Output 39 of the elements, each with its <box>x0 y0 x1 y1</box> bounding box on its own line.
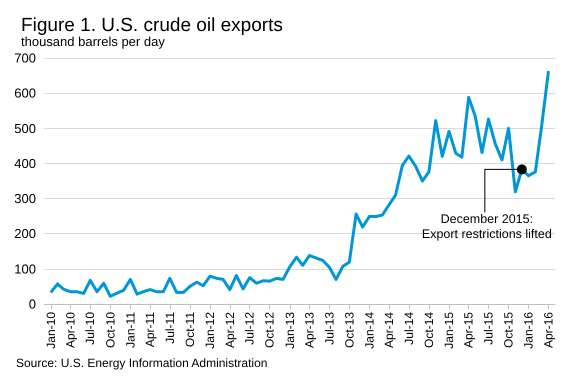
y-tick-label: 0 <box>28 296 36 312</box>
y-axis-title: thousand barrels per day <box>21 34 166 49</box>
x-tick-label: Jan-10 <box>44 312 58 349</box>
y-tick-label: 500 <box>14 120 36 136</box>
x-tick-label: Apr-11 <box>142 312 157 348</box>
x-tick-label: Oct-13 <box>342 312 356 348</box>
x-tick-label: Jan-16 <box>522 312 536 349</box>
x-tick-label: Jan-15 <box>442 312 456 349</box>
x-tick-label: Apr-16 <box>541 312 556 348</box>
x-tick-label: Apr-13 <box>302 312 316 348</box>
x-tick-label: Jan-12 <box>202 312 217 349</box>
chart-title: Figure 1. U.S. crude oil exports <box>21 15 283 36</box>
x-tick-label: Oct-10 <box>103 312 118 348</box>
x-tick-label: Jul-13 <box>322 312 336 345</box>
annotation: December 2015: Export restrictions lifted <box>420 212 553 242</box>
x-tick-label: Oct-11 <box>182 312 197 348</box>
x-tick-label: Jan-14 <box>362 312 376 349</box>
x-tick-label: Jul-11 <box>162 312 177 344</box>
x-tick-label: Apr-14 <box>382 312 396 348</box>
y-tick-label: 600 <box>14 86 36 101</box>
x-tick-label: Oct-12 <box>262 312 277 348</box>
x-tick-label: Jul-12 <box>242 312 257 345</box>
x-tick-label: Oct-15 <box>502 312 516 348</box>
x-tick-label: Jan-11 <box>123 312 138 348</box>
x-tick-label: Apr-12 <box>222 312 237 348</box>
source-note: Source: U.S. Energy Information Administration <box>16 356 268 370</box>
x-tick-label: Apr-10 <box>63 312 78 348</box>
x-tick-label: Jul-14 <box>402 312 416 345</box>
x-tick-label: Oct-14 <box>422 312 436 348</box>
x-tick-label: Jul-10 <box>83 312 98 345</box>
line-series <box>49 70 550 298</box>
y-tick-label: 200 <box>14 226 36 242</box>
y-tick-label: 100 <box>14 261 36 276</box>
x-tick-label: Jul-15 <box>481 312 496 345</box>
y-tick-label: 400 <box>14 156 36 171</box>
y-tick-label: 700 <box>14 50 36 66</box>
y-tick-label: 300 <box>14 191 36 206</box>
x-tick-label: Jan-13 <box>282 312 297 349</box>
x-tick-label: Apr-15 <box>462 312 476 348</box>
